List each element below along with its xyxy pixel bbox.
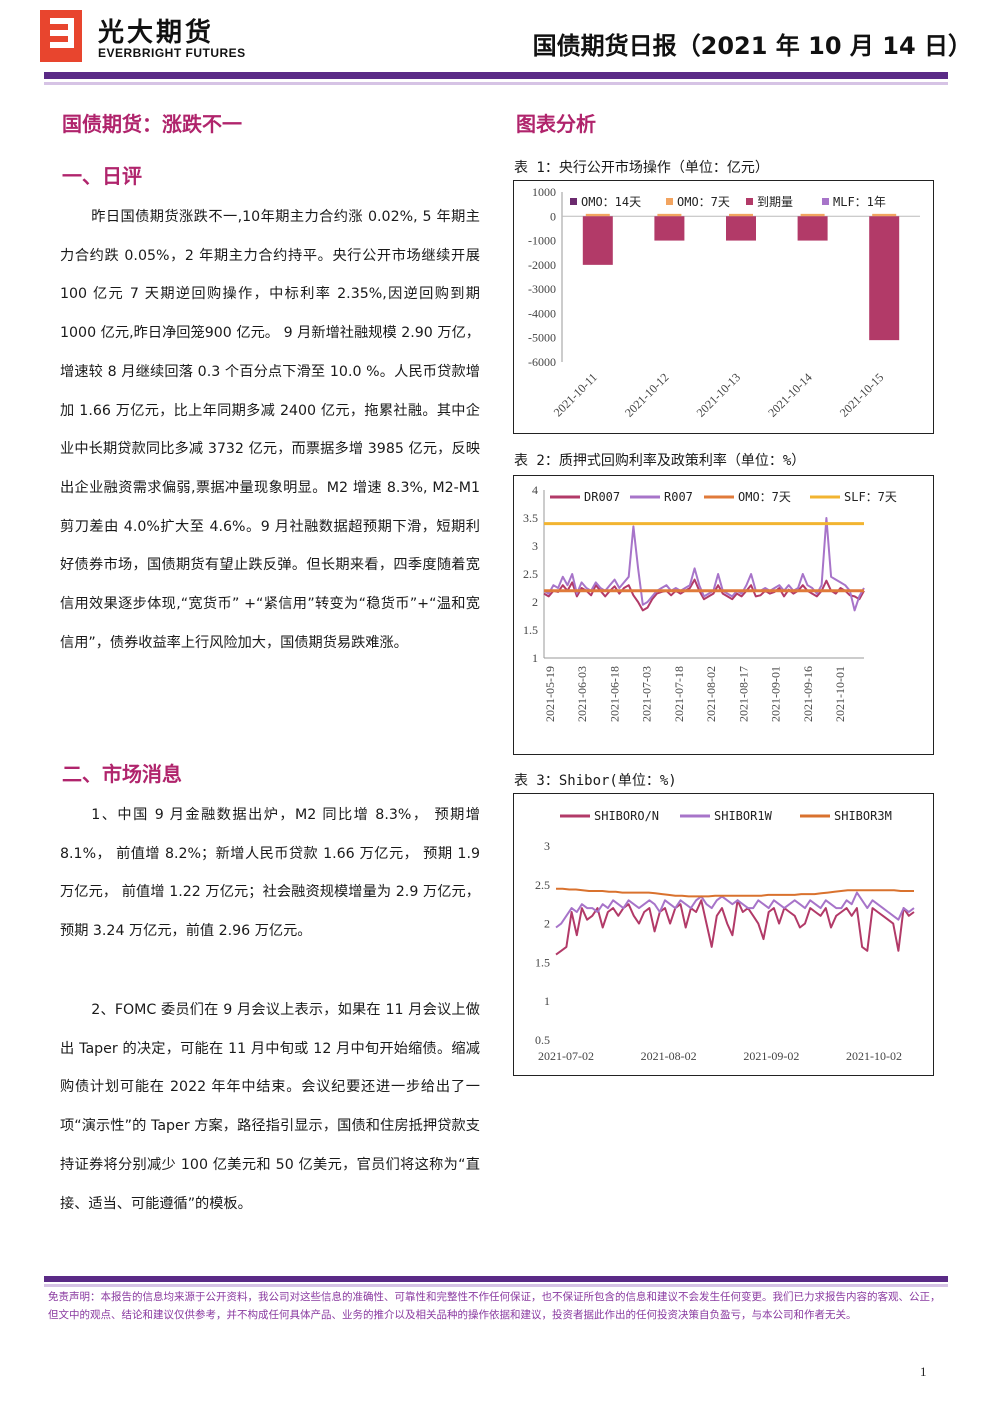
y-tick-label-3: -2000 [528,258,556,272]
section-heading-daily-review: 一、日评 [62,164,142,188]
header-divider [44,72,948,79]
x-tick-label-0: 2021-10-11 [551,370,600,419]
logo-chinese-name: 光大期货 [98,18,215,48]
legend-swatch-3 [822,198,829,205]
x-tick-label-2: 2021-06-18 [607,666,621,722]
bar-1-0 [585,213,610,217]
header-divider-thin [44,82,948,85]
omo-operations-chart: 10000-1000-2000-3000-4000-5000-60002021-… [528,185,920,420]
y-tick-label-4: 2.5 [535,878,550,892]
legend-label-2: SHIBOR3M [834,809,892,823]
chart3-box: 0.5 1 1.5 2 2.5 3 2021-07-02 2021-08-02 2021-09-… [513,793,934,1076]
y-tick-label-4: -3000 [528,282,556,296]
news-item-1: 1、中国 9 月金融数据出炉，M2 同比增 8.3%， 预期增 8.1%， 前值… [60,807,480,940]
x-tick-label-6: 2021-08-17 [736,666,750,722]
bar-1-4 [872,213,897,217]
bar-1-3 [800,213,825,217]
y-tick-label-1: 1 [544,994,550,1008]
chart3-title: 表 3：Shibor(单位：%) [514,773,677,789]
y-tick-label-0: 1 [532,651,538,665]
x-tick-label-5: 2021-08-02 [704,666,718,722]
daily-review-paragraph: 昨日国债期货涨跌不一,10年期主力合约涨 0.02%, 5 年期主力合约跌 0.… [60,209,480,651]
x-tick-label-3: 2021-07-03 [640,666,654,722]
legend-label-0: SHIBORO/N [594,809,659,823]
series-line-1 [555,891,915,929]
legend-label-1: SHIBOR1W [714,809,773,823]
legend-label-0: DR007 [584,490,620,504]
main-heading: 国债期货：涨跌不一 [62,112,242,136]
x-tick-label-1: 2021-08-02 [641,1049,697,1063]
chart-section-heading: 图表分析 [516,112,596,136]
y-tick-label-2: 1.5 [535,955,550,969]
bar-1-2 [729,213,753,217]
x-tick-label-7: 2021-09-01 [769,666,783,722]
series-line-0 [555,899,915,956]
shibor-chart: 0.5 1 1.5 2 2.5 3 2021-07-02 2021-08-02 2021-09-… [535,809,915,1063]
legend-label-3: MLF：1年 [833,195,886,209]
y-tick-label-1: 1.5 [523,623,538,637]
news-item-2: 2、FOMC 委员们在 9 月会议上表示，如果在 11 月会议上做出 Taper… [60,1002,480,1212]
chart1-title: 表 1：央行公开市场操作（单位：亿元） [514,160,769,176]
legend-label-2: OMO：7天 [738,490,791,504]
y-tick-label-5: 3.5 [523,511,538,525]
bar-2-4 [869,216,900,341]
y-tick-label-2: 2 [532,595,538,609]
legend-swatch-0 [570,198,577,205]
company-logo: 光大期货 EVERBRIGHT FUTURES [40,10,260,66]
x-tick-label-9: 2021-10-01 [833,666,847,722]
bar-2-2 [726,216,756,241]
y-tick-label-3: 2 [544,917,550,931]
repo-rate-chart: 1 1.5 2 2.5 3 3.5 4 2021-05-19 2021-06-03 2021-06… [523,483,897,722]
legend-swatch-1 [666,198,673,205]
x-tick-label-1: 2021-06-03 [575,666,589,722]
x-tick-label-8: 2021-09-16 [801,666,815,722]
bar-2-1 [654,216,685,241]
bar-1-1 [657,213,682,217]
x-tick-label-3: 2021-10-14 [765,370,814,419]
disclaimer-text: 免责声明：本报告的信息均来源于公开资料，我公司对这些信息的准确性、可靠性和完整性… [48,1291,941,1321]
legend-label-2: 到期量 [757,195,793,209]
y-tick-label-5: 3 [544,839,550,853]
chart2-title: 表 2：质押式回购利率及政策利率（单位：%） [514,453,806,469]
legend-label-1: R007 [664,490,693,504]
logo-mark-icon [40,10,82,62]
section-heading-market-news: 二、市场消息 [62,762,182,786]
y-tick-label-1: 0 [550,209,556,223]
bar-2-0 [582,216,613,265]
y-tick-label-0: 0.5 [535,1033,550,1047]
y-tick-label-7: -6000 [528,355,556,369]
x-tick-label-2: 2021-10-13 [694,370,743,419]
legend-label-3: SLF：7天 [844,490,897,504]
series-line-0 [543,578,865,612]
legend-swatch-2 [746,198,753,205]
x-tick-label-4: 2021-07-18 [672,666,686,722]
series-line-2 [556,887,914,898]
y-tick-label-3: 2.5 [523,567,538,581]
legend-label-1: OMO：7天 [677,195,730,209]
y-tick-label-0: 1000 [532,185,556,199]
series-line-1 [543,517,865,612]
x-tick-label-4: 2021-10-15 [837,370,886,419]
footer-divider-thin [44,1284,948,1287]
y-tick-label-5: -4000 [528,306,556,320]
x-tick-label-0: 2021-05-19 [543,666,557,722]
x-tick-label-1: 2021-10-12 [622,370,671,419]
footer-divider [44,1276,948,1282]
logo-english-name: EVERBRIGHT FUTURES [98,46,246,60]
y-tick-label-4: 3 [532,539,538,553]
bar-2-3 [797,216,828,241]
y-tick-label-6: 4 [532,483,538,497]
chart2-box: 1 1.5 2 2.5 3 3.5 4 2021-05-19 2021-06-03 2021-06… [513,475,934,755]
legend-label-0: OMO：14天 [581,195,641,209]
x-tick-label-3: 2021-10-02 [846,1049,902,1063]
y-tick-label-2: -1000 [528,234,556,248]
chart1-box: 1000 0 -1000 -2000 -3000 -4000 -5000 -6000 2021-… [513,180,934,434]
page-number: 1 [920,1364,927,1379]
report-title: 国债期货日报（2021 年 10 月 14 日） [532,32,972,60]
y-tick-label-6: -5000 [528,331,556,345]
x-tick-label-2: 2021-09-02 [743,1049,799,1063]
x-tick-label-0: 2021-07-02 [538,1049,594,1063]
